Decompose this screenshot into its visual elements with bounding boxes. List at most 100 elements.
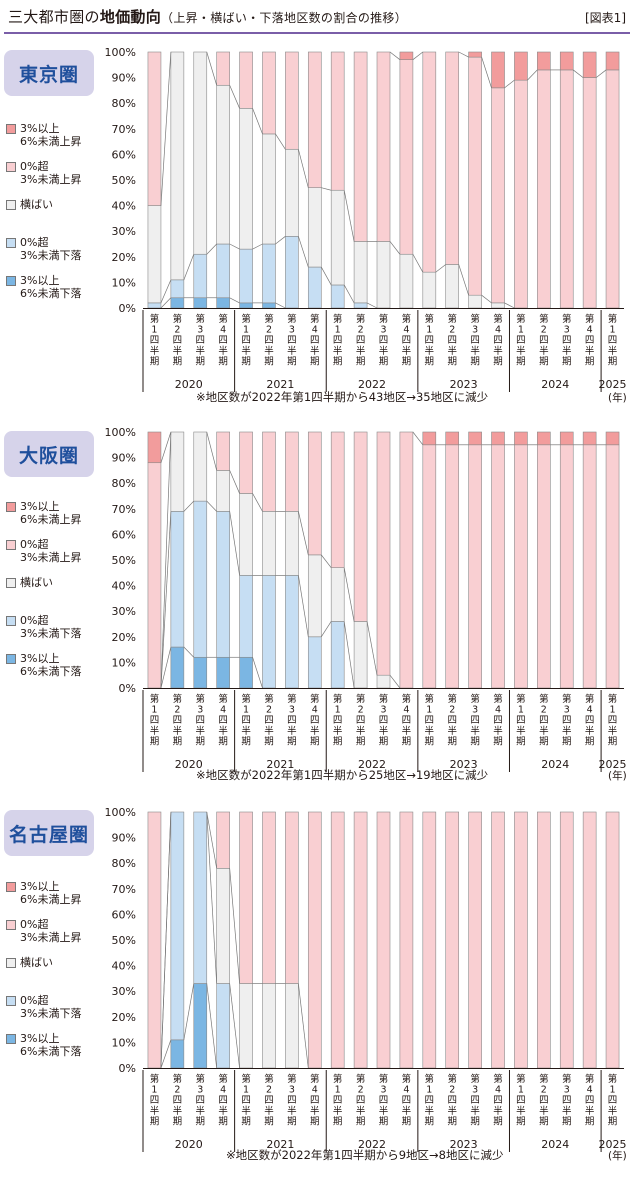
legend-label: 0%超 3%未満上昇 <box>20 538 82 564</box>
connector-line <box>298 511 309 555</box>
bar-segment <box>193 983 208 1069</box>
connector-line <box>504 79 515 89</box>
x-category-char: 期 <box>470 1116 480 1127</box>
bar-segment <box>468 51 482 58</box>
y-tick-label: 20% <box>112 631 136 644</box>
x-category-char: 四 <box>425 715 435 726</box>
x-category-char: 四 <box>402 715 412 726</box>
x-category-char: 半 <box>493 1105 503 1117</box>
x-category-char: 2 <box>174 325 180 336</box>
x-category-char: 4 <box>220 325 226 336</box>
connector-line <box>595 69 607 78</box>
year-label: 2023 <box>450 378 478 391</box>
bar-segment <box>353 241 368 304</box>
legend-swatch <box>6 578 16 588</box>
x-category-char: 四 <box>608 335 618 346</box>
x-category-char: 半 <box>287 345 297 357</box>
legend-swatch <box>6 616 16 626</box>
x-category-char: 4 <box>220 1085 226 1096</box>
connector-line <box>320 266 332 286</box>
x-category-char: 2 <box>266 325 272 336</box>
y-tick-label: 80% <box>112 97 136 110</box>
x-category-char: 四 <box>310 335 320 346</box>
x-category-char: 期 <box>333 1116 343 1127</box>
bar-segment <box>262 575 276 689</box>
x-category-label: 第1四半期 <box>516 693 526 747</box>
legend-item: 3%以上 6%未満下落 <box>6 1032 102 1070</box>
bar-segment <box>216 243 230 299</box>
x-category-char: 半 <box>539 725 549 737</box>
x-category-char: 四 <box>356 1095 366 1106</box>
x-category-char: 期 <box>585 1116 595 1127</box>
connector-line <box>343 284 355 304</box>
y-tick-label: 70% <box>112 123 136 136</box>
x-category-char: 四 <box>287 335 297 346</box>
x-category-char: 3 <box>197 325 203 336</box>
x-category-char: 四 <box>196 1095 206 1106</box>
connector-line <box>229 983 240 1069</box>
x-category-char: 半 <box>287 725 297 737</box>
y-tick-label: 80% <box>112 857 136 870</box>
x-category-char: 期 <box>447 1116 457 1127</box>
bar-segment <box>445 264 460 309</box>
connector-line <box>321 554 332 568</box>
stacked-bar-chart-osaka: 0%10%20%30%40%50%60%70%80%90%100%第1四半期第2… <box>105 426 627 772</box>
x-category-char: 半 <box>608 345 618 357</box>
y-tick-label: 20% <box>112 251 136 264</box>
bar-segment <box>514 444 528 689</box>
x-category-char: 半 <box>218 1105 228 1117</box>
x-category-label: 第1四半期 <box>425 693 435 747</box>
x-category-char: 3 <box>564 705 570 716</box>
connector-line <box>343 567 355 622</box>
x-category-char: 四 <box>173 715 183 726</box>
bar-segment <box>445 431 460 446</box>
x-category-char: 第 <box>196 313 206 325</box>
bar-segment <box>468 811 482 1069</box>
x-category-char: 四 <box>493 335 503 346</box>
bar-segment <box>262 51 276 135</box>
y-tick-label: 100% <box>105 426 136 439</box>
x-category-char: 1 <box>151 705 157 716</box>
bar-segment <box>285 575 299 689</box>
year-label: 2021 <box>266 1138 294 1151</box>
y-tick-label: 10% <box>112 656 136 669</box>
x-category-char: 3 <box>289 325 295 336</box>
x-category-char: 1 <box>426 325 432 336</box>
x-category-char: 第 <box>447 693 457 705</box>
bar-segment <box>285 811 299 984</box>
x-category-char: 期 <box>241 1116 251 1127</box>
x-category-char: 第 <box>470 1073 480 1085</box>
y-tick-label: 40% <box>112 200 136 213</box>
x-category-char: 期 <box>562 1116 572 1127</box>
x-category-char: 第 <box>196 693 206 705</box>
connector-line <box>298 149 309 188</box>
x-category-char: 期 <box>241 356 251 367</box>
bar-segment <box>193 500 208 658</box>
connector-line <box>412 254 424 273</box>
x-category-char: 期 <box>333 736 343 747</box>
legend-item: 0%超 3%未満下落 <box>6 236 102 274</box>
y-tick-label: 10% <box>112 276 136 289</box>
connector-line <box>160 431 172 689</box>
x-category-label: 第1四半期 <box>333 1073 343 1127</box>
x-category-label: 第1四半期 <box>241 313 251 367</box>
connector-line <box>298 575 309 637</box>
x-category-char: 半 <box>218 345 228 357</box>
x-category-label: 第1四半期 <box>516 1073 526 1127</box>
x-category-char: 四 <box>516 715 526 726</box>
connector-line <box>458 264 469 296</box>
y-tick-label: 0% <box>119 1062 136 1075</box>
x-category-char: 半 <box>402 1105 412 1117</box>
bar-segment <box>147 302 162 309</box>
x-category-char: 半 <box>539 345 549 357</box>
x-category-char: 期 <box>470 736 480 747</box>
x-category-char: 四 <box>287 1095 297 1106</box>
x-category-char: 期 <box>447 356 457 367</box>
x-category-char: 3 <box>380 325 386 336</box>
x-category-char: 4 <box>587 705 593 716</box>
x-category-char: 第 <box>425 1073 435 1085</box>
x-category-char: 第 <box>493 693 503 705</box>
